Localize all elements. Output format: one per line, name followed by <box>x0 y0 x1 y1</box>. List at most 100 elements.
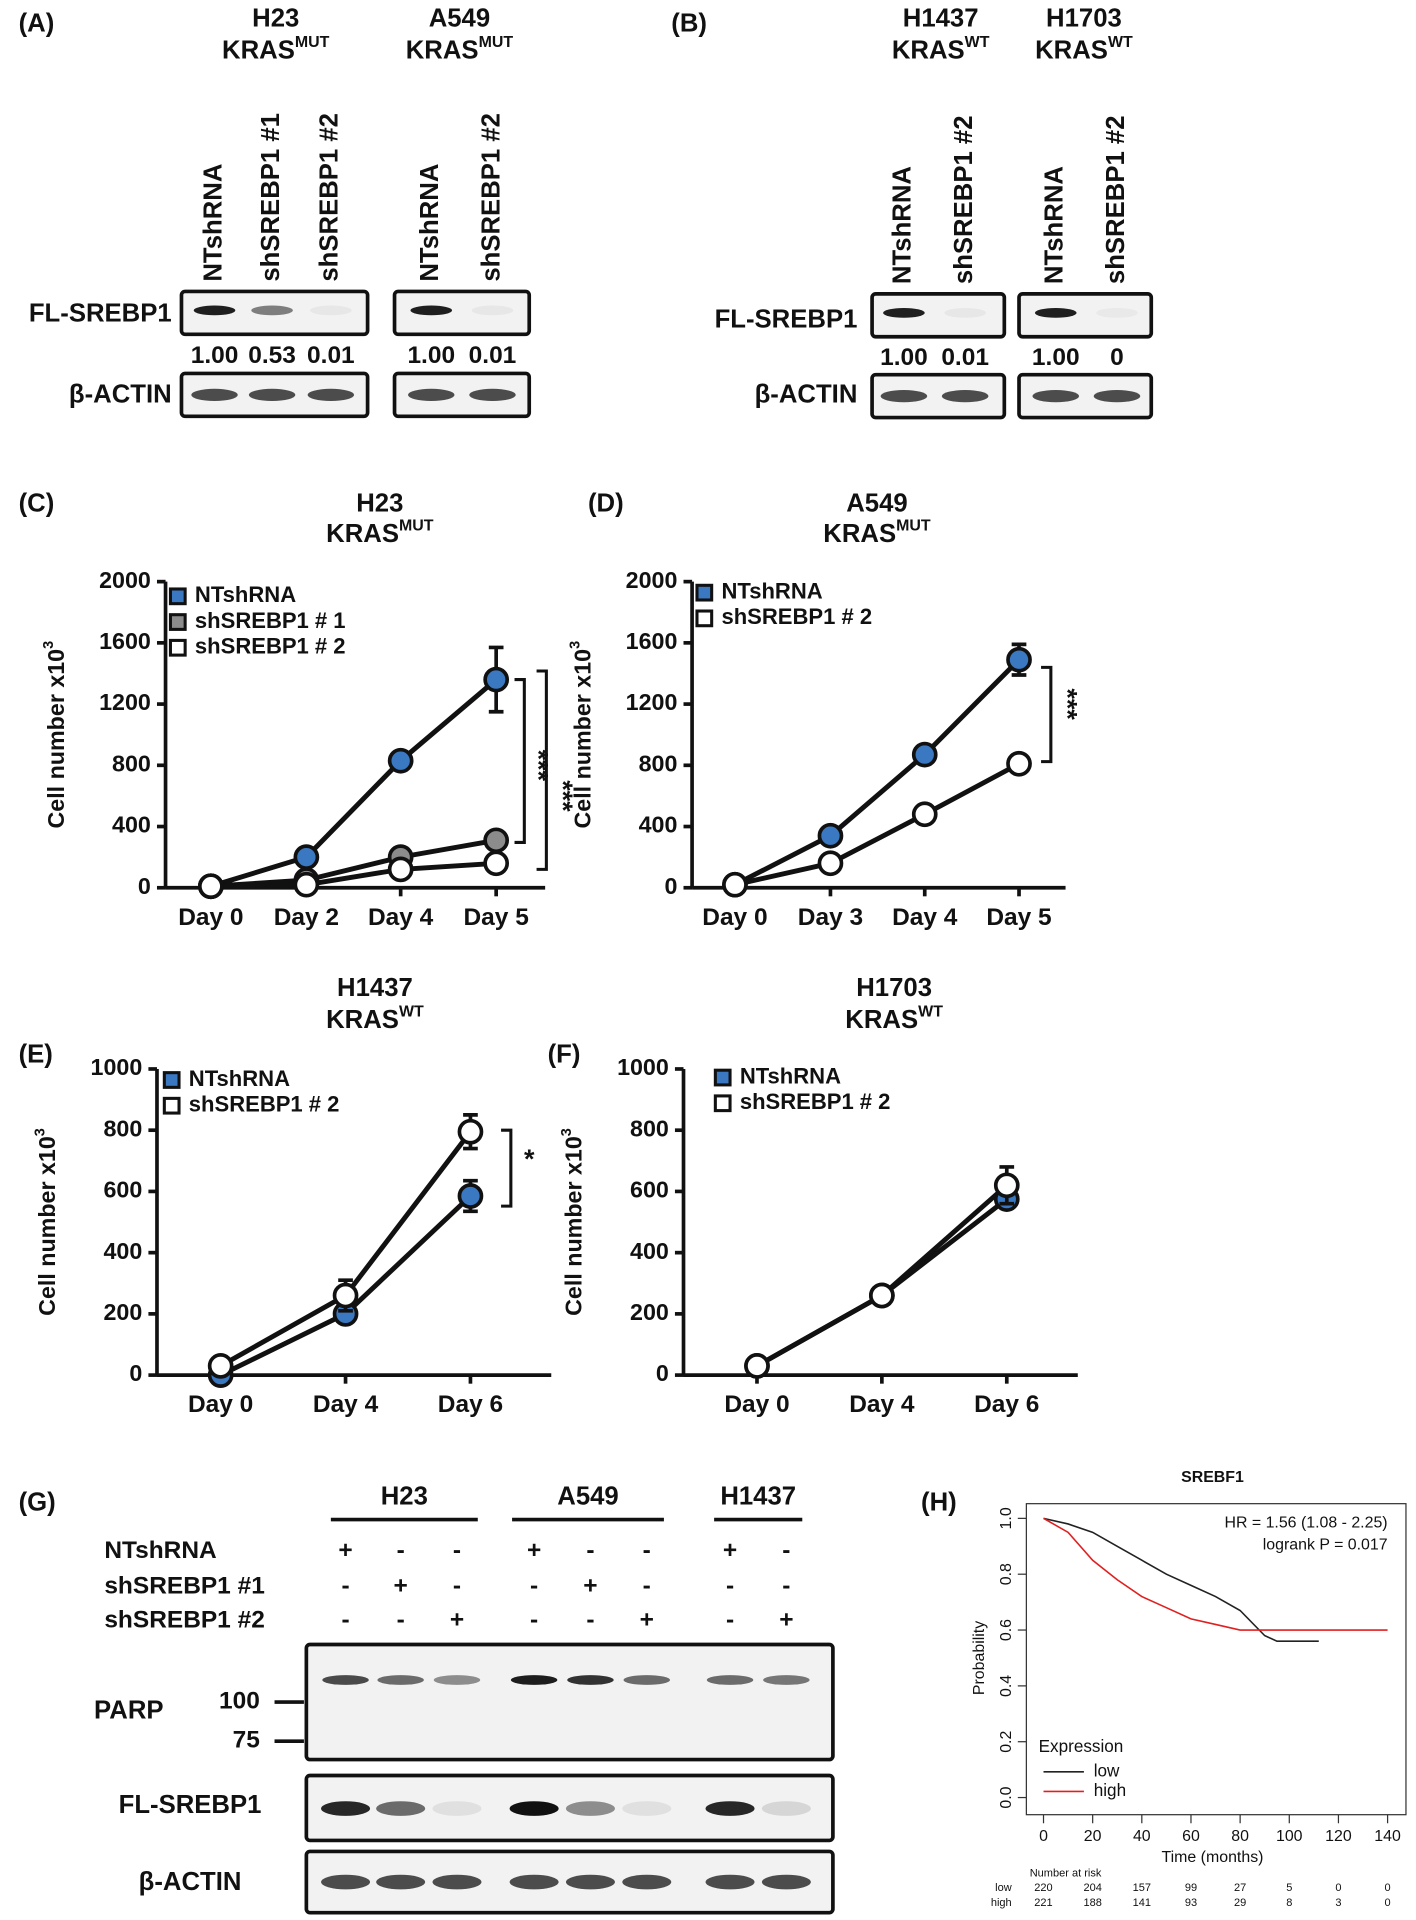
data-point <box>911 801 938 828</box>
data-point <box>722 871 748 898</box>
x-tick-label: Day 6 <box>974 1391 1039 1418</box>
row-label: β-ACTIN <box>755 380 858 408</box>
condition-label: shSREBP1 #2 <box>104 1607 264 1634</box>
band <box>944 307 986 318</box>
cell-line: A549 <box>429 4 490 32</box>
blot-box <box>392 371 532 419</box>
panel-label: (B) <box>671 9 707 37</box>
sign: - <box>726 1607 734 1634</box>
at-risk-count: 141 <box>1133 1897 1151 1909</box>
quant-label: 1.00 <box>191 342 239 369</box>
genotype: KRASMUT <box>406 34 514 64</box>
genotype-sup: WT <box>965 34 990 51</box>
band <box>469 388 516 402</box>
x-tick-label: 60 <box>1182 1828 1200 1845</box>
chart-subtitle-main: KRAS <box>823 520 896 548</box>
y-tick-label: 1600 <box>99 628 151 654</box>
y-tick-label: 1200 <box>99 689 151 715</box>
band <box>248 388 296 402</box>
band <box>622 1801 672 1816</box>
sign: - <box>530 1607 538 1634</box>
data-point <box>1006 750 1032 777</box>
y-axis-label: Cell number x103 <box>32 1128 60 1316</box>
significance-label: * <box>524 1144 535 1174</box>
row-label: β-ACTIN <box>139 1868 242 1896</box>
x-tick-label: Day 6 <box>438 1391 503 1418</box>
x-tick-label: Day 0 <box>724 1391 789 1418</box>
x-tick-label: 140 <box>1374 1828 1401 1845</box>
series-line <box>734 761 1021 888</box>
y-tick-label: 1600 <box>626 628 678 654</box>
sign: - <box>782 1572 790 1599</box>
quant-label: 1.00 <box>1032 344 1080 371</box>
quant-label: 0.53 <box>248 342 296 369</box>
cell-line: H23 <box>252 4 299 32</box>
at-risk-count: 188 <box>1083 1897 1101 1909</box>
series-line <box>733 657 1021 887</box>
group-label: H23 <box>381 1482 428 1510</box>
lane-label: NTshRNA <box>889 166 917 284</box>
sign: - <box>453 1537 461 1564</box>
lane-label: shSREBP1 #2 <box>950 116 978 285</box>
band <box>322 1675 369 1685</box>
chart-subtitle: KRASMUT <box>823 518 931 548</box>
y-tick-label: 800 <box>112 750 151 776</box>
band <box>376 1801 426 1816</box>
y-tick-label: 0.0 <box>998 1786 1015 1808</box>
x-tick-label: 40 <box>1133 1828 1151 1845</box>
x-tick-label: Day 0 <box>702 904 767 931</box>
y-tick-label: 0 <box>656 1360 669 1386</box>
genotype-main: KRAS <box>892 36 965 64</box>
chart-subtitle: KRASMUT <box>326 518 434 548</box>
y-axis-label-sup: 3 <box>41 641 57 649</box>
band <box>251 305 293 316</box>
sign: - <box>397 1607 405 1634</box>
band <box>471 305 514 316</box>
legend-marker <box>713 1068 732 1087</box>
chart-title: H1703 <box>856 974 932 1002</box>
y-tick-label: 400 <box>630 1238 669 1264</box>
legend-marker <box>695 609 714 628</box>
band <box>705 1801 755 1816</box>
legend-title: Expression <box>1039 1736 1124 1756</box>
at-risk-count: 221 <box>1034 1897 1052 1909</box>
data-point <box>457 1118 484 1145</box>
y-tick-label: 2000 <box>626 567 678 593</box>
band <box>941 390 989 403</box>
blot-box <box>304 1642 835 1762</box>
legend-label: shSREBP1 # 1 <box>195 608 346 633</box>
at-risk-count: 29 <box>1234 1897 1246 1909</box>
lane-label: NTshRNA <box>416 164 444 282</box>
data-point <box>993 1172 1020 1199</box>
blot-box <box>1017 292 1154 339</box>
lane-label: shSREBP1 #2 <box>477 113 505 282</box>
y-axis-label-sup: 3 <box>32 1128 48 1136</box>
sign: + <box>723 1537 737 1564</box>
y-tick-label: 1000 <box>617 1054 669 1080</box>
legend-label: shSREBP1 # 2 <box>189 1092 340 1117</box>
y-axis-label: Cell number x103 <box>559 1128 587 1316</box>
x-tick-label: Day 4 <box>313 1391 379 1418</box>
series-line <box>210 860 497 889</box>
plot-frame <box>1025 1503 1407 1816</box>
at-risk-count: 8 <box>1286 1897 1292 1909</box>
panel-label: (H) <box>921 1488 957 1516</box>
legend-label: NTshRNA <box>195 582 296 607</box>
sign: - <box>586 1537 594 1564</box>
x-tick-label: Day 0 <box>188 1391 253 1418</box>
chart-title: A549 <box>846 489 907 517</box>
at-risk-count: 0 <box>1385 1897 1391 1909</box>
sign: + <box>583 1572 597 1599</box>
band <box>307 388 355 402</box>
sign: + <box>640 1607 654 1634</box>
data-point <box>817 822 844 849</box>
mw-marker: 100 <box>219 1688 260 1715</box>
row-label: FL-SREBP1 <box>715 306 858 334</box>
at-risk-count: 220 <box>1034 1882 1052 1894</box>
band <box>567 1675 614 1685</box>
panel-label: (E) <box>19 1040 53 1068</box>
lane-label: shSREBP1 #2 <box>1102 116 1130 285</box>
band <box>761 1874 811 1890</box>
y-tick-label: 800 <box>639 750 678 776</box>
at-risk-count: 0 <box>1335 1882 1341 1894</box>
